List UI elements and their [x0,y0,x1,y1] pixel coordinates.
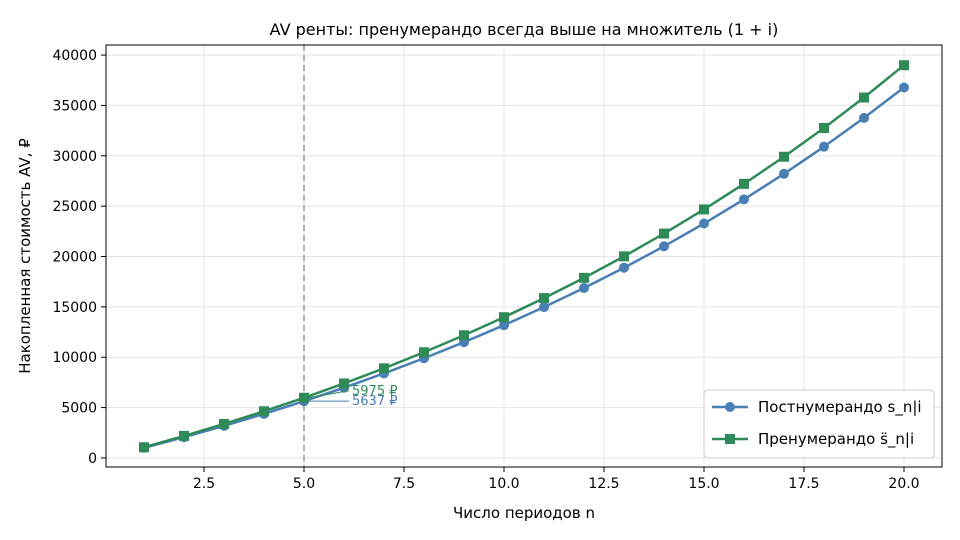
x-tick-label: 15.0 [688,476,719,492]
data-point [819,141,829,152]
data-point [219,418,229,429]
data-point [859,92,869,103]
y-tick-label: 0 [88,451,97,467]
x-tick-label: 10.0 [488,476,519,492]
data-point [899,60,909,71]
annotation-layer: 5975 ₽5637 ₽ [307,384,398,409]
legend: Постнумерандо s_n|i Пренумерандо s̈_n|i [703,389,935,459]
x-axis-ticks: 2.5 5.0 7.5 10.0 12.5 15.0 17.5 20.0 [193,467,920,492]
annotation-label: 5637 ₽ [352,394,398,409]
data-point [699,218,709,229]
x-tick-label: 17.5 [788,476,819,492]
y-axis-ticks: 0 5000 10000 15000 20000 25000 30000 35000 40000 [52,48,106,467]
x-tick-label: 7.5 [393,476,415,492]
data-point [779,168,789,179]
data-point [619,262,629,273]
data-point [619,251,629,262]
data-point [739,194,749,205]
data-point [539,302,549,313]
legend-item: Постнумерандо s_n|i [712,398,922,417]
legend-marker [725,434,735,444]
data-point [859,112,869,123]
data-point [739,178,749,189]
data-point [779,151,789,162]
data-point [499,312,509,323]
x-tick-label: 12.5 [588,476,619,492]
data-point [459,330,469,341]
y-tick-label: 5000 [61,401,97,417]
y-tick-label: 10000 [52,350,97,366]
y-tick-label: 40000 [52,48,97,64]
data-point [259,406,269,417]
x-axis-label: Число периодов n [453,504,595,522]
data-point [139,442,149,453]
chart-title: AV ренты: пренумерандо всегда выше на мн… [270,20,779,39]
data-point [899,82,909,93]
y-tick-label: 20000 [52,250,97,266]
data-point [539,293,549,304]
annotation-label: 5975 ₽ [352,384,398,399]
x-tick-label: 5.0 [293,476,315,492]
data-point [699,204,709,215]
data-point [579,272,589,283]
legend-item: Пренумерандо s̈_n|i [712,430,914,449]
data-point [419,347,429,358]
legend-label: Пренумерандо s̈_n|i [758,430,914,449]
data-point [579,283,589,294]
x-tick-label: 2.5 [193,476,215,492]
data-point [659,228,669,239]
plot-frame [105,44,943,468]
y-tick-label: 30000 [52,149,97,165]
data-point [819,122,829,133]
data-point [339,378,349,389]
x-tick-label: 20.0 [888,476,919,492]
data-point [179,430,189,441]
legend-box [703,389,935,459]
legend-label: Постнумерандо s_n|i [758,398,922,417]
data-point [379,363,389,374]
annotation-arrow [307,390,350,399]
y-tick-label: 15000 [52,300,97,316]
legend-marker [725,402,735,412]
data-point [299,392,309,403]
series-layer [139,60,909,453]
series-line [143,86,905,450]
y-tick-label: 25000 [52,199,97,215]
series-line [143,64,905,449]
data-point [659,241,669,252]
series-prenumerando [139,60,909,453]
data-point [499,320,509,331]
y-tick-label: 35000 [52,98,97,114]
y-axis-label: Накопленная стоимость AV, ₽ [16,138,34,374]
